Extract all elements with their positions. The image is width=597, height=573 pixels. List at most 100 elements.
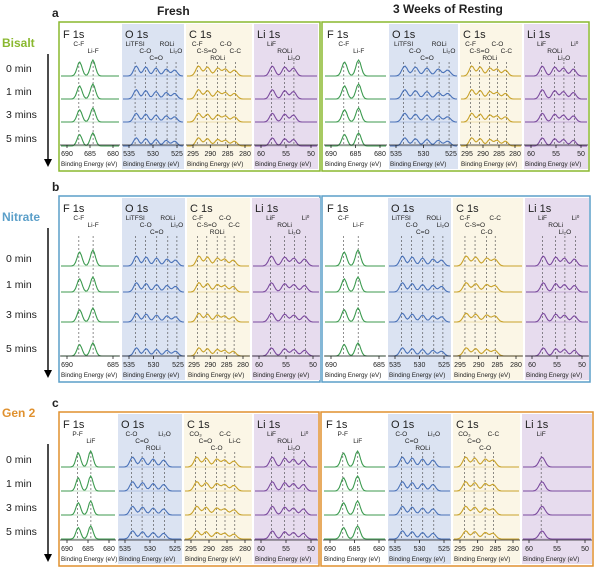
spectrum-title: Li 1s xyxy=(257,419,281,431)
x-tick-label: 535 xyxy=(123,151,135,158)
time-arrow-head xyxy=(44,554,52,562)
spectrum-trace xyxy=(188,255,249,267)
peak-label: C=O xyxy=(467,438,481,445)
spectrum-trace xyxy=(187,88,251,100)
peak-label: Li₂O xyxy=(171,222,184,229)
peak-label: C=O xyxy=(149,55,163,62)
spectrum-title: F 1s xyxy=(326,419,348,431)
spectrum-trace xyxy=(390,112,458,123)
x-tick-label: 530 xyxy=(147,151,159,158)
x-tick-label: 280 xyxy=(239,546,251,553)
x-axis-label: Binding Energy (eV) xyxy=(61,372,117,379)
spectrum-title: C 1s xyxy=(456,203,479,215)
spectrum-background xyxy=(453,198,523,380)
peak-label: Li-F xyxy=(353,48,364,55)
peak-label: LiTFSI xyxy=(126,215,145,222)
spectrum-title: F 1s xyxy=(63,29,85,41)
spectrum-trace xyxy=(525,112,587,123)
spectrum-trace xyxy=(185,530,251,540)
x-tick-label: 290 xyxy=(203,546,215,553)
spectrum-f-1s: F 1sC-FLi-F 690 685 Binding Energy (eV) xyxy=(60,198,120,380)
spectrum-title: F 1s xyxy=(63,419,85,431)
peak-label: Li₂O xyxy=(437,222,450,229)
peak-label: ROLi xyxy=(432,41,447,48)
spectrum-trace xyxy=(123,312,185,323)
spectrum-f-1s: F 1sC-F Li-F 690 685 680 Binding Energy (eV) xyxy=(324,24,387,169)
peak-label: C-O xyxy=(220,41,232,48)
peak-label: P-F xyxy=(338,431,349,438)
peak-label: C-C xyxy=(489,215,501,222)
spectrum-trace xyxy=(525,88,587,100)
x-axis-label: Binding Energy (eV) xyxy=(325,161,381,168)
spectrum-trace xyxy=(187,137,251,147)
peak-label: ROLi xyxy=(210,55,225,62)
peak-label: ROLi xyxy=(548,222,563,229)
spectrum-trace xyxy=(123,347,185,357)
x-tick-label: 525 xyxy=(169,546,181,553)
peak-label: Li-C xyxy=(229,438,241,445)
fresh-header: Fresh xyxy=(157,4,190,18)
spectrum-trace xyxy=(123,137,184,147)
peak-label: C=O xyxy=(199,438,213,445)
x-tick-label: 280 xyxy=(239,151,251,158)
spectrum-trace xyxy=(187,112,251,123)
spectrum-trace xyxy=(390,65,458,77)
x-axis-label: Binding Energy (eV) xyxy=(525,161,581,168)
x-tick-label: 50 xyxy=(578,362,586,369)
x-tick-label: 685 xyxy=(350,151,362,158)
peak-label: C-C xyxy=(501,48,513,55)
x-tick-label: 285 xyxy=(221,546,233,553)
x-tick-label: 530 xyxy=(414,546,426,553)
peak-label: LiF xyxy=(537,431,546,438)
spectrum-trace xyxy=(255,456,317,468)
x-tick-label: 60 xyxy=(525,546,533,553)
peak-label: C-C xyxy=(488,431,500,438)
spectrum-trace xyxy=(461,88,521,100)
spectrum-title: C 1s xyxy=(187,419,210,431)
peak-label: C=O xyxy=(135,438,149,445)
x-tick-label: 50 xyxy=(307,546,315,553)
peak-label: C-C xyxy=(219,431,231,438)
peak-label: C=O xyxy=(405,438,419,445)
peak-label: ROLi xyxy=(160,41,175,48)
x-tick-label: 690 xyxy=(325,362,337,369)
x-tick-label: 285 xyxy=(222,151,234,158)
x-tick-label: 690 xyxy=(325,151,337,158)
spectrum-trace xyxy=(123,88,184,100)
x-tick-label: 525 xyxy=(438,362,450,369)
spectrum-trace xyxy=(123,281,185,293)
spectrum-trace xyxy=(255,505,317,516)
peak-label: C-F xyxy=(460,215,471,222)
spectrum-trace xyxy=(525,65,587,77)
peak-label: Li-F xyxy=(87,48,98,55)
x-tick-label: 535 xyxy=(123,362,135,369)
x-axis-label: Binding Energy (eV) xyxy=(255,556,311,563)
peak-label: ROLi xyxy=(415,445,430,452)
peak-label: C=O xyxy=(416,229,430,236)
peak-label: C-F xyxy=(73,215,84,222)
peak-label: Li⁰ xyxy=(572,214,580,222)
x-tick-label: 50 xyxy=(309,362,317,369)
peak-label: ROLi xyxy=(277,222,292,229)
peak-label: C-O xyxy=(479,445,491,452)
panel-letter: a xyxy=(52,6,59,20)
spectrum-title: O 1s xyxy=(125,29,149,41)
peak-label: C-O xyxy=(491,41,503,48)
x-tick-label: 55 xyxy=(553,546,561,553)
time-label: 0 min xyxy=(6,253,32,265)
spectrum-title: Li 1s xyxy=(525,419,549,431)
x-tick-label: 680 xyxy=(373,546,385,553)
peak-label: Li₂O xyxy=(288,229,301,236)
peak-label: C-O xyxy=(140,222,152,229)
x-tick-label: 285 xyxy=(221,362,233,369)
peak-label: C-O xyxy=(395,431,407,438)
time-label: 5 mins xyxy=(6,133,37,145)
x-tick-label: 685 xyxy=(107,362,119,369)
spectrum-trace xyxy=(389,312,451,323)
spectrum-trace xyxy=(461,112,521,123)
peak-label: C-O xyxy=(409,48,421,55)
